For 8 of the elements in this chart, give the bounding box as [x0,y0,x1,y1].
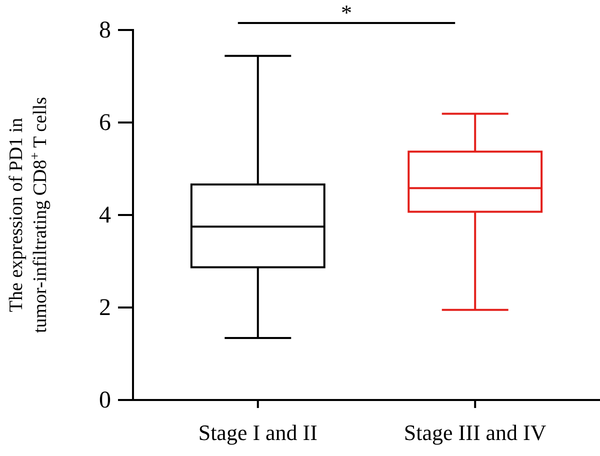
y-tick-label: 0 [99,388,111,414]
y-tick-label: 4 [99,202,111,229]
x-tick-label: Stage I and II [198,420,318,445]
y-tick-label: 8 [99,18,111,44]
x-tick-label: Stage III and IV [404,420,546,445]
y-tick-label: 6 [99,110,111,136]
y-tick-label: 2 [99,295,111,322]
text: * [341,0,352,25]
